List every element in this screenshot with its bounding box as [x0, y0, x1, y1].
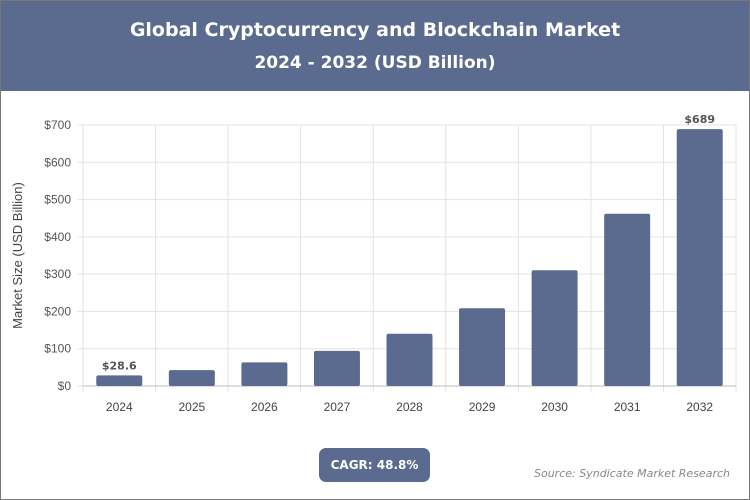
data-label: $28.6: [102, 359, 137, 372]
x-tick-label: 2025: [178, 400, 205, 414]
y-tick-label: $500: [44, 193, 71, 207]
data-label: $689: [684, 113, 715, 126]
x-tick-label: 2029: [469, 400, 496, 414]
x-tick-label: 2031: [614, 400, 641, 414]
y-tick-label: $200: [44, 304, 71, 318]
source-note: Source: Syndicate Market Research: [534, 467, 730, 480]
chart-subtitle: 2024 - 2032 (USD Billion): [254, 53, 496, 73]
bar-2029: [459, 308, 506, 386]
bar-2024: [96, 375, 143, 386]
bar-2030: [531, 270, 578, 386]
y-tick-label: $700: [44, 118, 71, 132]
chart-header: Global Cryptocurrency and Blockchain Mar…: [1, 1, 749, 91]
x-tick-label: 2032: [686, 400, 713, 414]
cagr-badge: CAGR: 48.8%: [319, 448, 430, 482]
x-tick-label: 2027: [324, 400, 351, 414]
chart-title: Global Cryptocurrency and Blockchain Mar…: [129, 19, 621, 41]
bar-2028: [386, 333, 433, 386]
x-tick-label: 2030: [541, 400, 568, 414]
x-tick-label: 2024: [106, 400, 133, 414]
bar-2027: [313, 350, 360, 386]
bar-2025: [168, 370, 215, 386]
x-tick-label: 2026: [251, 400, 278, 414]
y-axis-label: Market Size (USD Billion): [10, 182, 25, 329]
y-tick-label: $600: [44, 155, 71, 169]
bar-2032: [676, 129, 723, 386]
y-tick-label: $0: [58, 379, 72, 393]
x-tick-label: 2028: [396, 400, 423, 414]
bar-2026: [241, 362, 288, 386]
y-tick-label: $300: [44, 267, 71, 281]
bar-2031: [604, 213, 651, 386]
y-tick-label: $100: [44, 342, 71, 356]
y-tick-label: $400: [44, 230, 71, 244]
